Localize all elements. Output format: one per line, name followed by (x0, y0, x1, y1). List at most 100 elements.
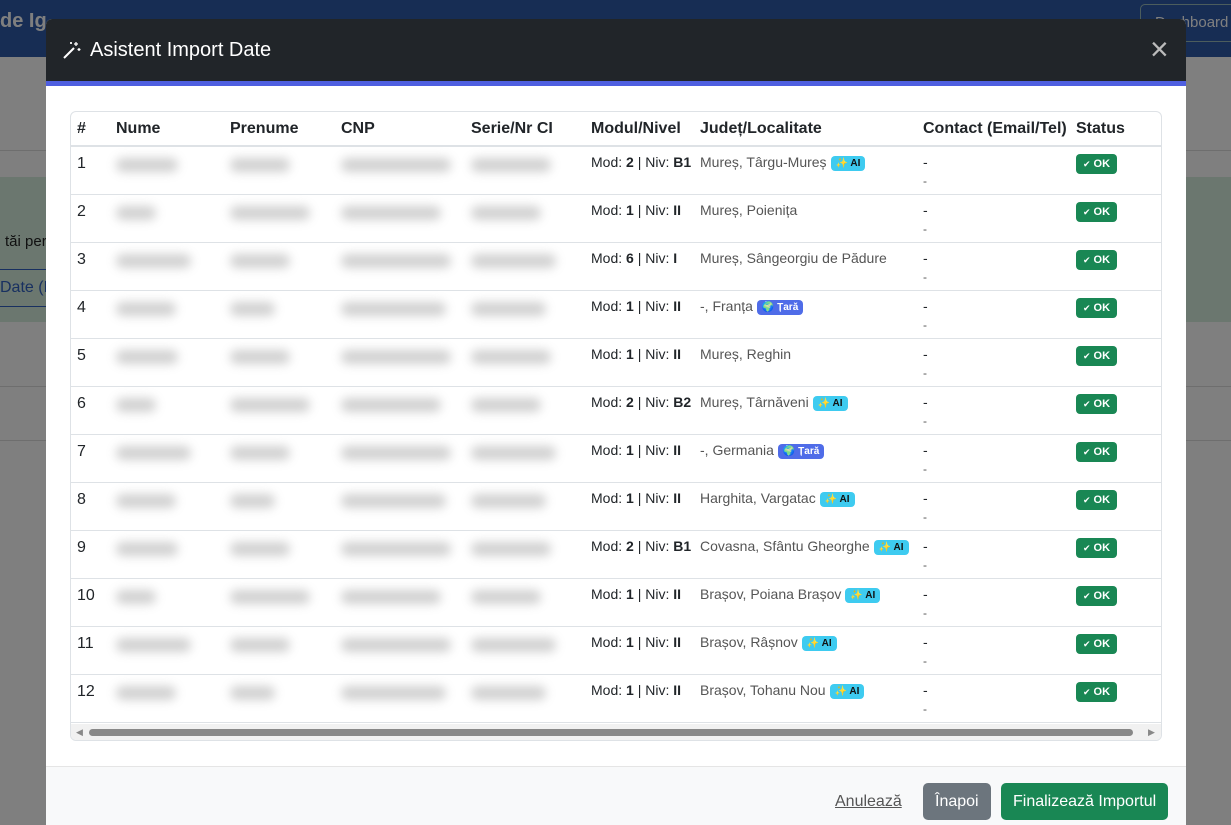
check-icon: ✔ (1083, 542, 1091, 553)
redacted-cell (465, 386, 585, 435)
redacted-blur (116, 445, 191, 460)
phone: - (923, 174, 927, 188)
finish-button[interactable]: Finalizează Importul (1001, 783, 1169, 820)
niv-label: Niv: (645, 633, 670, 650)
scrollbar[interactable]: ◀ ▶ (71, 724, 1161, 740)
table-container: # Nume Prenume CNP Serie/Nr CI Modul/Nivel Jud… (70, 111, 1162, 741)
redacted-blur (471, 445, 556, 460)
module-level: Mod: 1 | Niv: II (585, 434, 694, 483)
mod-value: 1 (626, 489, 634, 506)
row-number: 10 (71, 578, 110, 627)
table-row: 8 Mod: 1 | Niv: II Harghita, Vargatac ✨ AI -… (71, 482, 1161, 531)
wand-icon (63, 42, 81, 59)
redacted-cell (465, 194, 585, 243)
phone: - (923, 605, 927, 620)
cancel-button[interactable]: Anulează (835, 793, 902, 810)
redacted-blur (341, 349, 451, 364)
scroll-right[interactable]: ▶ (1148, 727, 1155, 737)
location: Mureș, Poienița (700, 201, 798, 218)
location: Mureș, Reghin (700, 345, 792, 362)
mod-value: 1 (626, 441, 634, 458)
redacted-cell (335, 290, 465, 339)
location-cell: Mureș, Târgu-Mureș ✨ AI (694, 146, 917, 195)
mod-label: Mod: (591, 489, 623, 506)
table-row: 2 Mod: 1 | Niv: II Mureș, Poienița - - ✔ OK (71, 194, 1161, 243)
status-cell: ✔ OK (1070, 530, 1161, 579)
close-button[interactable]: × (1150, 31, 1169, 67)
email: - (923, 393, 928, 410)
mod-label: Mod: (591, 297, 623, 314)
niv-value: II (673, 633, 682, 650)
separator: | (637, 297, 642, 314)
contact-cell: -- (917, 578, 1070, 627)
redacted-blur (341, 637, 451, 652)
redacted-blur (471, 589, 541, 604)
column-header: Nume (110, 112, 224, 147)
row-number: 7 (71, 434, 110, 483)
email: - (923, 585, 928, 602)
niv-value: B2 (673, 393, 692, 410)
location-cell: -, Franța 🌍 Țară (694, 290, 917, 339)
email: - (923, 345, 928, 362)
redacted-cell (335, 482, 465, 531)
location: -, Germania (700, 441, 774, 458)
redacted-cell (110, 530, 224, 579)
column-header: Prenume (224, 112, 335, 147)
redacted-blur (471, 349, 551, 364)
niv-value: I (673, 249, 678, 266)
modal-header: Asistent Import Date × (46, 19, 1186, 81)
location-cell: Covasna, Sfântu Gheorghe ✨ AI (694, 530, 917, 579)
separator: | (637, 681, 642, 698)
redacted-cell (110, 290, 224, 339)
status-badge: ✔ OK (1076, 393, 1118, 414)
location: Brașov, Râșnov (700, 633, 798, 650)
status-text: OK (1093, 158, 1111, 170)
redacted-cell (335, 194, 465, 243)
row-number: 6 (71, 386, 110, 435)
header-row: # Nume Prenume CNP Serie/Nr CI Modul/Nivel Jud… (71, 112, 1161, 147)
redacted-blur (230, 637, 290, 652)
status-cell: ✔ OK (1070, 242, 1161, 291)
back-button[interactable]: Înapoi (923, 783, 991, 820)
table-row: 12 Mod: 1 | Niv: II Brașov, Tohanu Nou ✨ AI… (71, 674, 1161, 723)
mod-label: Mod: (591, 537, 623, 554)
check-icon: ✔ (1083, 494, 1091, 505)
redacted-cell (465, 482, 585, 531)
status-cell: ✔ OK (1070, 194, 1161, 243)
status-badge: ✔ OK (1076, 297, 1118, 318)
check-icon: ✔ (1083, 206, 1091, 217)
contact-cell: -- (917, 434, 1070, 483)
status-badge: ✔ OK (1076, 249, 1118, 270)
location-cell: Harghita, Vargatac ✨ AI (694, 482, 917, 531)
contact-cell: -- (917, 338, 1070, 387)
module-level: Mod: 6 | Niv: I (585, 242, 694, 291)
mod-value: 2 (626, 154, 634, 170)
separator: | (637, 537, 642, 554)
column-header: Contact (Email/Tel) (917, 112, 1070, 147)
redacted-blur (341, 397, 441, 412)
redacted-cell (465, 578, 585, 627)
redacted-blur (471, 253, 556, 268)
check-icon: ✔ (1083, 638, 1091, 649)
check-icon: ✔ (1083, 398, 1091, 409)
redacted-cell (465, 530, 585, 579)
column-header: Modul/Nivel (585, 112, 694, 147)
phone: - (923, 221, 927, 236)
niv-value: II (673, 297, 682, 314)
redacted-cell (110, 242, 224, 291)
redacted-blur (341, 445, 451, 460)
niv-value: II (673, 585, 682, 602)
mod-value: 2 (626, 537, 634, 554)
scrollbar-thumb[interactable] (89, 729, 1133, 736)
redacted-cell (110, 482, 224, 531)
row-number: 9 (71, 530, 110, 579)
mod-value: 1 (626, 201, 634, 218)
module-level: Mod: 2 | Niv: B1 (585, 530, 694, 579)
redacted-blur (116, 493, 176, 508)
redacted-blur (341, 253, 451, 268)
module-level: Mod: 1 | Niv: II (585, 194, 694, 243)
scroll-left[interactable]: ◀ (76, 727, 83, 737)
redacted-cell (110, 146, 224, 195)
location: Mureș, Târnăveni (700, 393, 809, 410)
separator: | (637, 345, 642, 362)
